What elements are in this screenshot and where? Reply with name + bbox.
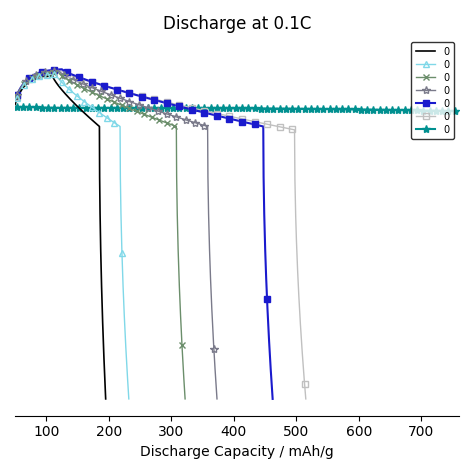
X-axis label: Discharge Capacity / mAh/g: Discharge Capacity / mAh/g bbox=[140, 445, 334, 459]
Legend: 0, 0, 0, 0, 0, 0, 0: 0, 0, 0, 0, 0, 0, 0 bbox=[411, 42, 454, 139]
Title: Discharge at 0.1C: Discharge at 0.1C bbox=[163, 15, 311, 33]
